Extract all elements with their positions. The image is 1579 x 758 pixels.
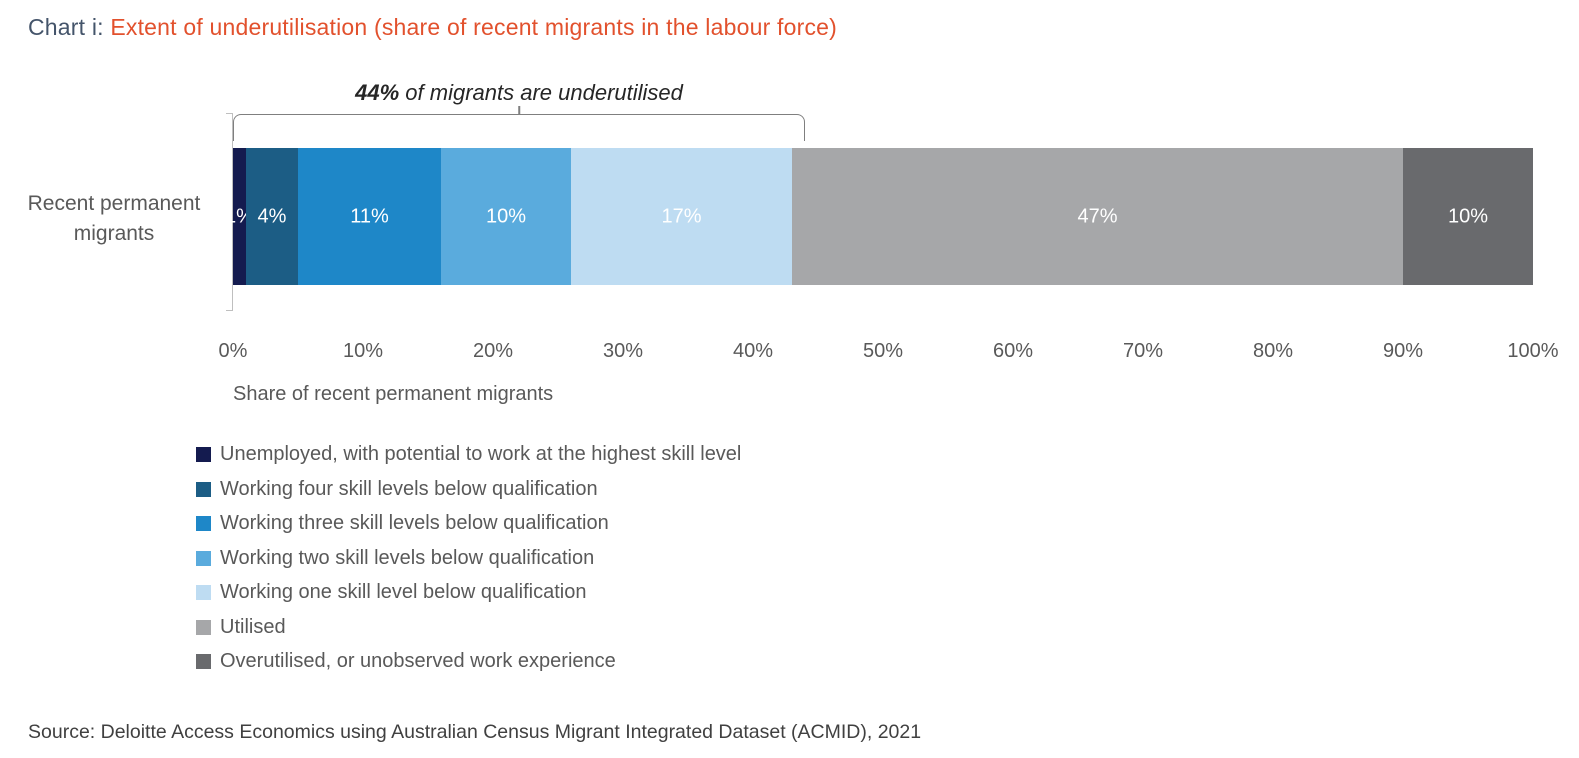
- legend-label: Working one skill level below qualificat…: [220, 581, 587, 603]
- bar-segment-6: 47%: [792, 148, 1403, 285]
- underutilised-annotation: 44% of migrants are underutilised: [355, 80, 683, 106]
- x-tick-label: 90%: [1382, 340, 1424, 362]
- stacked-bar: 1% 4% 11% 10% 17% 47% 10%: [225, 148, 1533, 285]
- legend: Unemployed, with potential to work at th…: [196, 443, 741, 685]
- bar-segment-label: 47%: [1077, 205, 1118, 227]
- legend-item-4: Working two skill levels below qualifica…: [196, 547, 741, 570]
- legend-swatch: [196, 481, 211, 497]
- underutilised-bracket: [233, 114, 805, 141]
- x-tick-label: 40%: [732, 340, 774, 362]
- x-tick-label: 50%: [862, 340, 904, 362]
- legend-swatch: [196, 619, 211, 635]
- bar-segment-4: 10%: [441, 148, 571, 285]
- x-tick-label: 10%: [342, 340, 384, 362]
- x-tick-label: 30%: [602, 340, 644, 362]
- category-axis-line: [226, 113, 233, 311]
- legend-label: Working four skill levels below qualific…: [220, 477, 598, 500]
- legend-label: Overutilised, or unobserved work experie…: [220, 650, 616, 672]
- legend-item-6: Utilised: [196, 616, 741, 639]
- chart-title-main: Extent of underutilisation (share of rec…: [110, 14, 838, 40]
- x-axis-ticks: 0% 10% 20% 30% 40% 50% 60% 70% 80% 90% 100%: [219, 340, 1559, 366]
- x-tick-label: 100%: [1507, 340, 1559, 362]
- legend-item-3: Working three skill levels below qualifi…: [196, 512, 741, 535]
- x-tick-label: 80%: [1252, 340, 1294, 362]
- x-axis-label: Share of recent permanent migrants: [233, 383, 554, 405]
- bar-segment-1: 1%: [225, 148, 254, 285]
- bar-segment-label: 11%: [350, 205, 389, 227]
- legend-item-1: Unemployed, with potential to work at th…: [196, 443, 741, 466]
- legend-label: Utilised: [220, 615, 286, 638]
- legend-swatch: [196, 516, 211, 531]
- legend-label: Working three skill levels below qualifi…: [220, 512, 609, 534]
- legend-swatch: [196, 654, 211, 669]
- legend-label: Working two skill levels below qualifica…: [220, 546, 595, 569]
- legend-swatch: [196, 550, 211, 566]
- legend-swatch: [196, 585, 211, 600]
- bar-segment-7: 10%: [1403, 148, 1533, 285]
- legend-swatch: [196, 447, 211, 462]
- bar-segment-label: 17%: [661, 205, 702, 227]
- legend-item-7: Overutilised, or unobserved work experie…: [196, 650, 741, 673]
- legend-item-5: Working one skill level below qualificat…: [196, 581, 741, 604]
- category-label: Recent permanent migrants: [27, 192, 201, 246]
- bar-segment-label: 4%: [257, 205, 287, 227]
- annotation-text: of migrants are underutilised: [399, 80, 683, 105]
- bar-segment-3: 11%: [298, 148, 441, 285]
- legend-item-2: Working four skill levels below qualific…: [196, 478, 741, 501]
- bar-segment-label: 10%: [1447, 205, 1489, 227]
- x-tick-label: 20%: [472, 340, 514, 362]
- bar-segment-5: 17%: [571, 148, 792, 285]
- x-tick-label: 60%: [992, 340, 1034, 362]
- x-tick-label: 70%: [1122, 340, 1164, 362]
- x-tick-label: 0%: [218, 340, 248, 362]
- annotation-value: 44%: [355, 80, 400, 105]
- source-note: Source: Deloitte Access Economics using …: [28, 721, 922, 743]
- legend-label: Unemployed, with potential to work at th…: [220, 443, 742, 465]
- bar-segment-label: 10%: [485, 205, 527, 227]
- bar-segment-2: 4%: [246, 148, 298, 285]
- chart-title: Chart i: Extent of underutilisation (sha…: [28, 14, 837, 41]
- chart-title-prefix: Chart i:: [28, 14, 111, 40]
